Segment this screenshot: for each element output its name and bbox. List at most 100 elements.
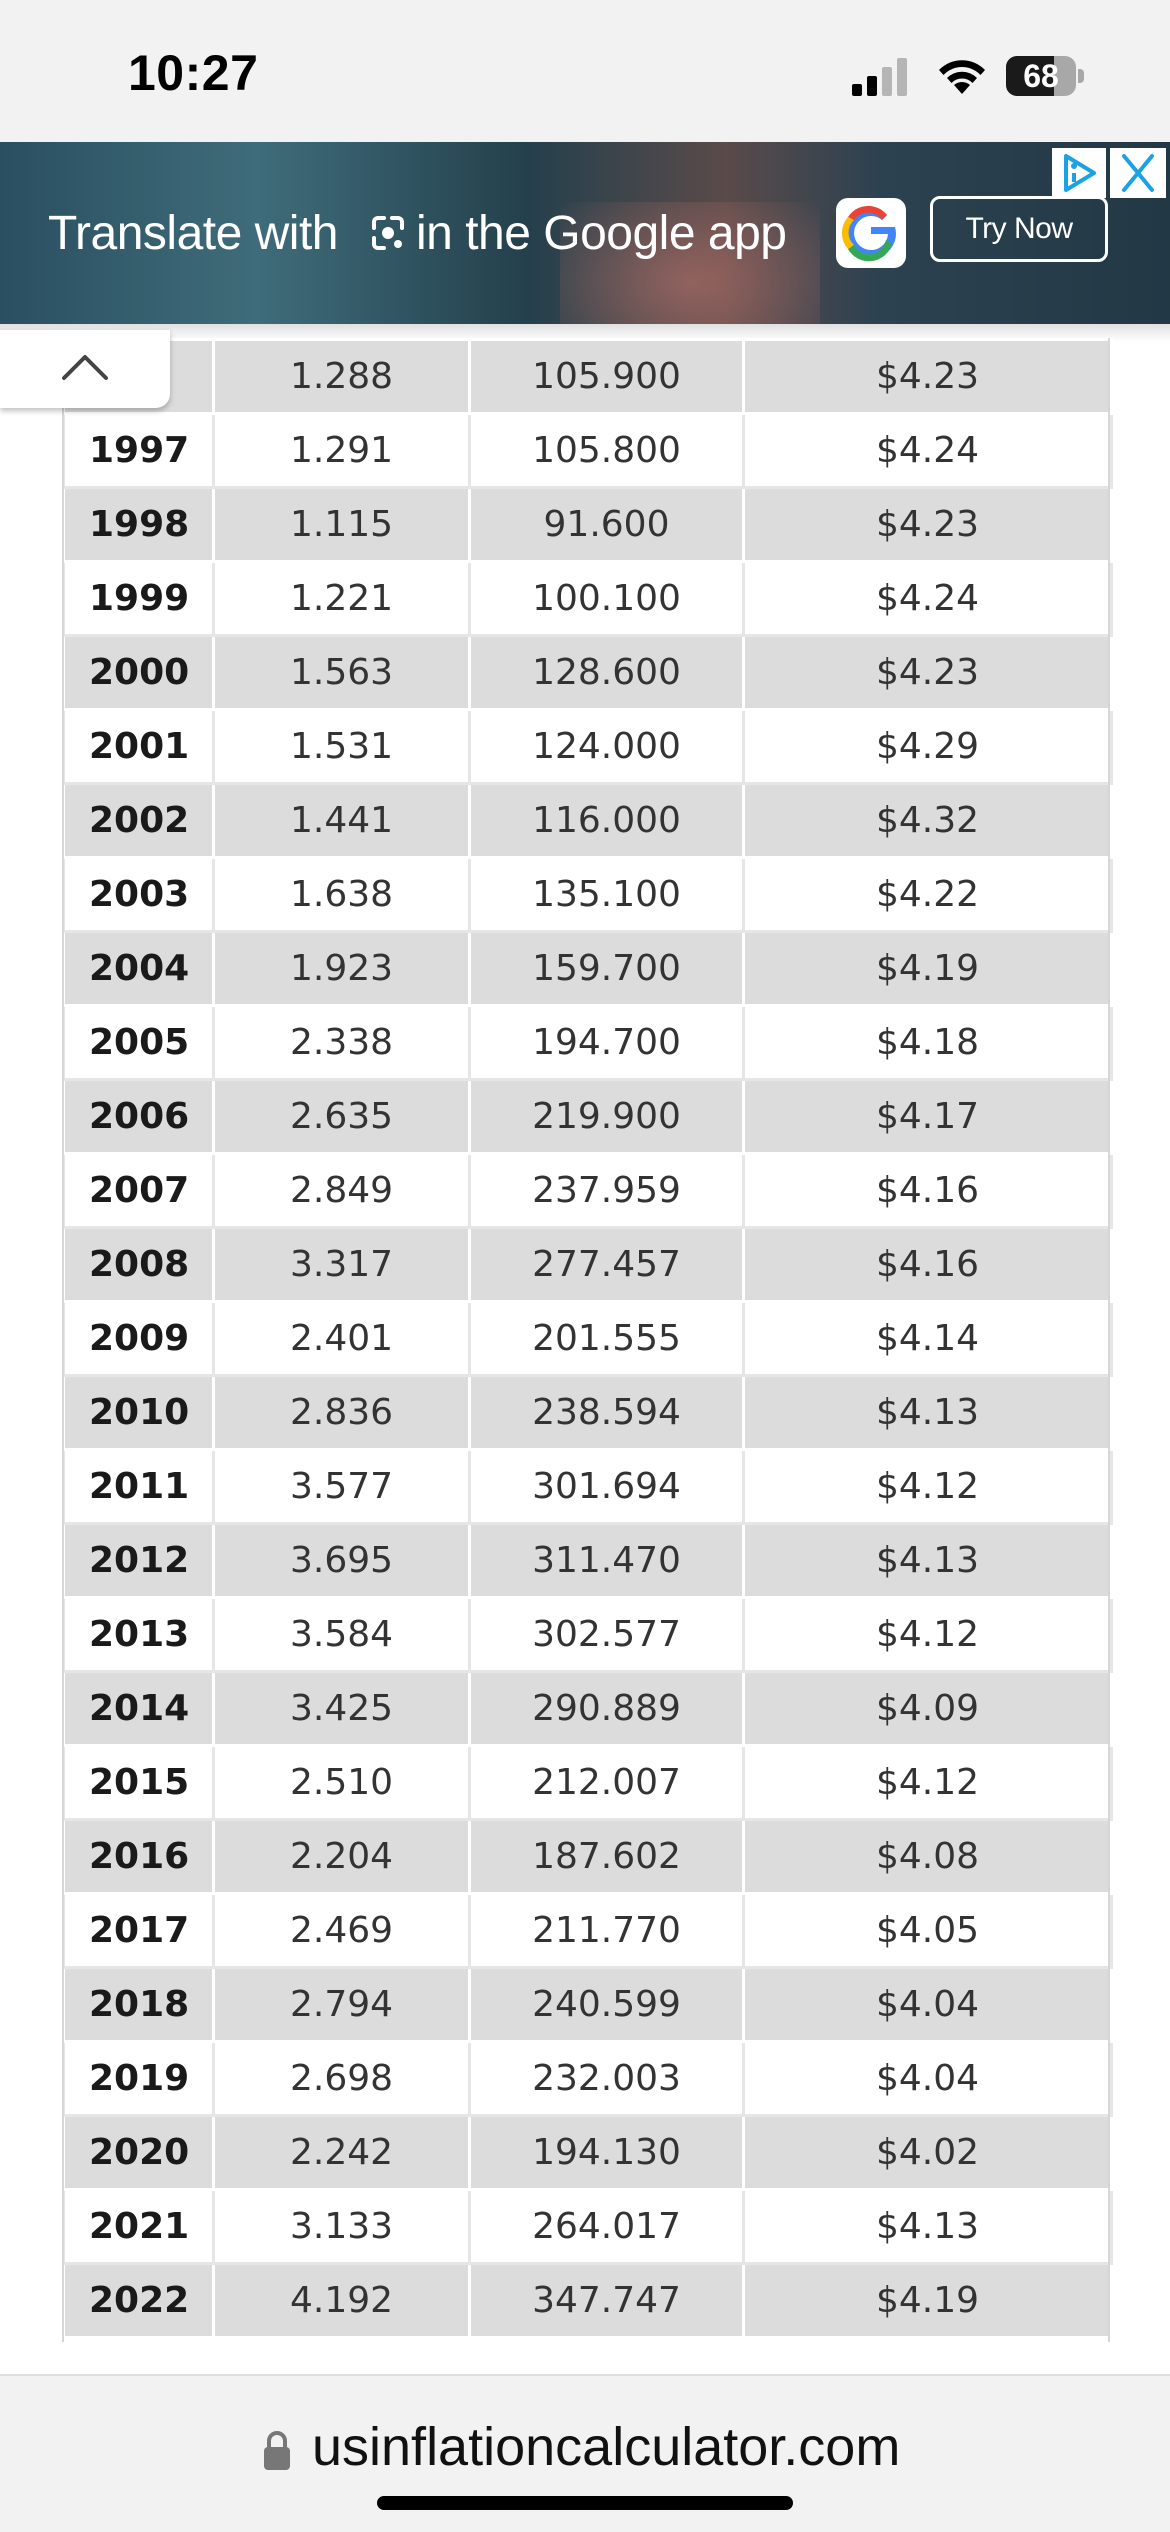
table-row: 2021 3.133 264.017 $4.13 [62, 2188, 1113, 2265]
index-cell: 124.000 [468, 708, 745, 785]
index-cell: 219.900 [468, 1078, 745, 1155]
year-cell: 2016 [62, 1818, 215, 1895]
price-cell: $4.13 [742, 2188, 1113, 2265]
ad-text: Translate with [48, 207, 339, 260]
status-bar: 10:27 68 [0, 0, 1170, 142]
browser-address-bar[interactable]: usinflationcalculator.com [0, 2374, 1170, 2532]
value-cell: 2.338 [212, 1004, 471, 1081]
table-row: 2010 2.836 238.594 $4.13 [62, 1374, 1113, 1451]
price-cell: $4.24 [742, 560, 1113, 637]
table-row: 2004 1.923 159.700 $4.19 [62, 930, 1113, 1007]
value-cell: 1.531 [212, 708, 471, 785]
index-cell: 201.555 [468, 1300, 745, 1377]
year-cell: 2007 [62, 1152, 215, 1229]
collapse-ad-button[interactable] [0, 330, 170, 408]
price-cell: $4.14 [742, 1300, 1113, 1377]
value-cell: 2.242 [212, 2114, 471, 2191]
value-cell: 2.401 [212, 1300, 471, 1377]
table-row: 1999 1.221 100.100 $4.24 [62, 560, 1113, 637]
table-row: 2011 3.577 301.694 $4.12 [62, 1448, 1113, 1525]
value-cell: 3.695 [212, 1522, 471, 1599]
table-row: 2016 2.204 187.602 $4.08 [62, 1818, 1113, 1895]
value-cell: 1.441 [212, 782, 471, 859]
price-cell: $4.02 [742, 2114, 1113, 2191]
year-cell: 2022 [62, 2262, 215, 2339]
table-row: 1997 1.291 105.800 $4.24 [62, 412, 1113, 489]
year-cell: 2006 [62, 1078, 215, 1155]
price-cell: $4.16 [742, 1226, 1113, 1303]
index-cell: 240.599 [468, 1966, 745, 2043]
year-cell: 2012 [62, 1522, 215, 1599]
adchoices-icon[interactable] [1052, 148, 1106, 198]
value-cell: 2.794 [212, 1966, 471, 2043]
index-cell: 232.003 [468, 2040, 745, 2117]
try-now-button[interactable]: Try Now [930, 196, 1108, 262]
table-row: 2006 2.635 219.900 $4.17 [62, 1078, 1113, 1155]
year-cell: 2015 [62, 1744, 215, 1821]
index-cell: 277.457 [468, 1226, 745, 1303]
index-cell: 311.470 [468, 1522, 745, 1599]
value-cell: 1.638 [212, 856, 471, 933]
url-text[interactable]: usinflationcalculator.com [312, 2417, 901, 2477]
value-cell: 2.698 [212, 2040, 471, 2117]
price-cell: $4.29 [742, 708, 1113, 785]
index-cell: 105.900 [468, 338, 745, 415]
lock-icon [264, 2431, 290, 2470]
value-cell: 1.288 [212, 338, 471, 415]
year-cell: 2000 [62, 634, 215, 711]
index-cell: 116.000 [468, 782, 745, 859]
price-cell: $4.05 [742, 1892, 1113, 1969]
index-cell: 347.747 [468, 2262, 745, 2339]
table-row: 2005 2.338 194.700 $4.18 [62, 1004, 1113, 1081]
battery-percent: 68 [1023, 58, 1059, 94]
year-cell: 1998 [62, 486, 215, 563]
wifi-icon [939, 60, 985, 94]
price-cell: $4.04 [742, 1966, 1113, 2043]
index-cell: 238.594 [468, 1374, 745, 1451]
home-indicator[interactable] [377, 2496, 793, 2510]
table-row: 2020 2.242 194.130 $4.02 [62, 2114, 1113, 2191]
year-cell: 2008 [62, 1226, 215, 1303]
price-cell: $4.17 [742, 1078, 1113, 1155]
year-cell: 2002 [62, 782, 215, 859]
year-cell: 2010 [62, 1374, 215, 1451]
year-cell: 2014 [62, 1670, 215, 1747]
price-cell: $4.04 [742, 2040, 1113, 2117]
year-cell: 2020 [62, 2114, 215, 2191]
value-cell: 1.923 [212, 930, 471, 1007]
table-row: 2012 3.695 311.470 $4.13 [62, 1522, 1113, 1599]
chevron-up-icon [62, 355, 108, 380]
year-cell: 2001 [62, 708, 215, 785]
value-cell: 2.204 [212, 1818, 471, 1895]
value-cell: 1.115 [212, 486, 471, 563]
value-cell: 3.425 [212, 1670, 471, 1747]
index-cell: 128.600 [468, 634, 745, 711]
table-row: 2000 1.563 128.600 $4.23 [62, 634, 1113, 711]
value-cell: 3.577 [212, 1448, 471, 1525]
inflation-table: 61.288105.900$4.2319971.291105.800$4.241… [62, 338, 1113, 2339]
price-cell: $4.12 [742, 1448, 1113, 1525]
index-cell: 105.800 [468, 412, 745, 489]
value-cell: 3.133 [212, 2188, 471, 2265]
table-row: 2017 2.469 211.770 $4.05 [62, 1892, 1113, 1969]
price-cell: $4.19 [742, 2262, 1113, 2339]
price-cell: $4.08 [742, 1818, 1113, 1895]
ad-banner[interactable]: Translate with in the Google app Try Now [0, 142, 1170, 324]
year-cell: 2013 [62, 1596, 215, 1673]
table-row: 2014 3.425 290.889 $4.09 [62, 1670, 1113, 1747]
price-cell: $4.09 [742, 1670, 1113, 1747]
index-cell: 302.577 [468, 1596, 745, 1673]
index-cell: 211.770 [468, 1892, 745, 1969]
price-cell: $4.24 [742, 412, 1113, 489]
index-cell: 91.600 [468, 486, 745, 563]
year-cell: 2021 [62, 2188, 215, 2265]
year-cell: 2004 [62, 930, 215, 1007]
table-row: 2008 3.317 277.457 $4.16 [62, 1226, 1113, 1303]
table-row: 2018 2.794 240.599 $4.04 [62, 1966, 1113, 2043]
value-cell: 3.317 [212, 1226, 471, 1303]
year-cell: 1997 [62, 412, 215, 489]
price-cell: $4.13 [742, 1522, 1113, 1599]
price-cell: $4.23 [742, 338, 1113, 415]
close-icon[interactable] [1110, 148, 1166, 198]
